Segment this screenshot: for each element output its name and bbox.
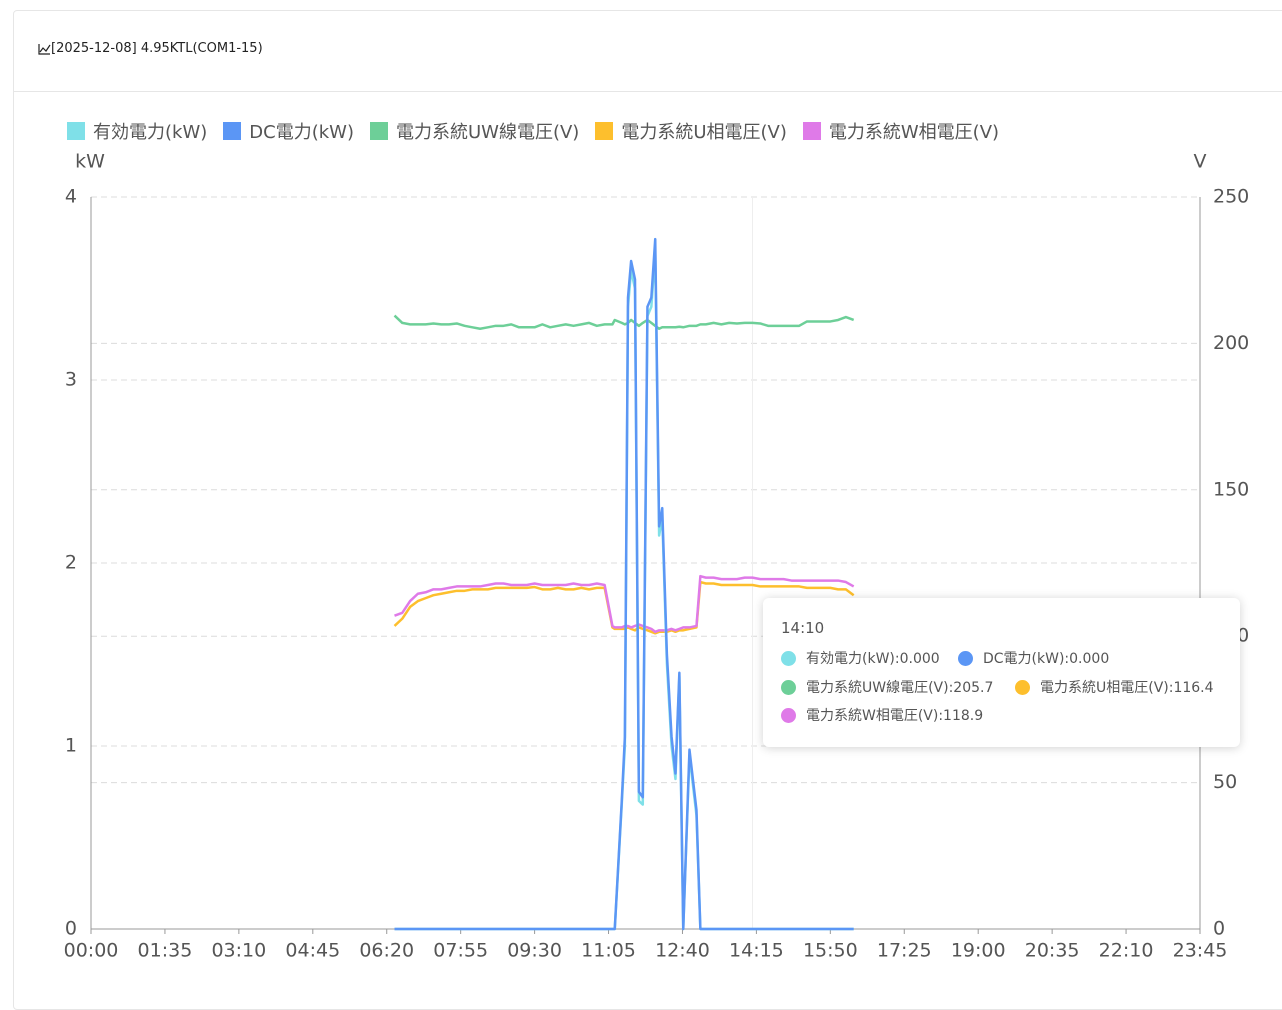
tooltip-text: 電力系統W相電圧(V):118.9 <box>806 708 984 724</box>
series-line <box>394 237 854 931</box>
y2-tick-label: 150 <box>1213 478 1249 500</box>
tooltip-item: 有効電力(kW):0.000 <box>781 648 940 668</box>
x-tick-label: 12:40 <box>655 940 710 962</box>
tooltip-dot <box>781 707 796 723</box>
x-tick-label: 04:45 <box>285 940 340 962</box>
y2-axis-label: V <box>1194 151 1207 173</box>
tooltip: 14:10 有効電力(kW):0.000 DC電力(kW):0.000 電力系統UW… <box>763 598 1240 747</box>
legend: 有効電力(kW) DC電力(kW) 電力系統UW線電圧(V) 電力系統U相電圧(V) 電… <box>67 118 999 144</box>
x-tick-label: 11:05 <box>581 940 636 962</box>
legend-label: 電力系統W相電圧(V) <box>828 122 1000 143</box>
x-tick-label: 20:35 <box>1025 940 1080 962</box>
card-header: [2025-12-08] 4.95KTL(COM1-15) <box>14 11 1282 92</box>
y2-tick-label: 250 <box>1213 186 1249 208</box>
legend-swatch <box>802 122 821 140</box>
legend-label: 電力系統UW線電圧(V) <box>395 122 580 143</box>
title: [2025-12-08] 4.95KTL(COM1-15) <box>38 41 263 56</box>
x-tick-label: 15:50 <box>803 940 858 962</box>
x-tick-label: 00:00 <box>64 940 119 962</box>
legend-label: 有効電力(kW) <box>93 122 208 143</box>
tooltip-text: 電力系統U相電圧(V):116.4 <box>1040 680 1214 696</box>
tooltip-item: 電力系統U相電圧(V):116.4 <box>1015 677 1214 697</box>
tooltip-item: DC電力(kW):0.000 <box>958 648 1109 668</box>
page: [2025-12-08] 4.95KTL(COM1-15) 有効電力(kW) DC… <box>13 10 1282 1010</box>
x-tick-label: 03:10 <box>211 940 266 962</box>
tooltip-dot <box>958 650 973 666</box>
title-text: [2025-12-08] 4.95KTL(COM1-15) <box>51 41 263 56</box>
tooltip-text: DC電力(kW):0.000 <box>983 651 1110 667</box>
y-tick-label: 0 <box>65 918 77 940</box>
legend-swatch <box>67 122 85 140</box>
series-line <box>393 314 855 331</box>
x-tick-label: 01:35 <box>138 940 193 962</box>
y-tick-label: 2 <box>65 552 77 574</box>
x-tick-label: 19:00 <box>951 940 1006 962</box>
tooltip-item: 電力系統W相電圧(V):118.9 <box>781 705 983 725</box>
x-tick-label: 22:10 <box>1099 940 1154 962</box>
x-tick-label: 06:20 <box>359 940 414 962</box>
y-tick-label: 3 <box>65 369 77 391</box>
y2-tick-label: 50 <box>1213 771 1237 793</box>
legend-item: 電力系統W相電圧(V) <box>802 118 1000 144</box>
x-tick-label: 23:45 <box>1173 940 1228 962</box>
y2-tick-label: 0 <box>1213 918 1225 940</box>
y2-tick-label: 200 <box>1213 332 1249 354</box>
x-tick-label: 09:30 <box>507 940 562 962</box>
y-tick-label: 1 <box>65 735 77 757</box>
tooltip-dot <box>781 650 796 666</box>
tooltip-text: 有効電力(kW):0.000 <box>806 651 940 667</box>
legend-item: 電力系統U相電圧(V) <box>595 118 787 144</box>
legend-item: 電力系統UW線電圧(V) <box>369 118 580 144</box>
x-tick-label: 14:15 <box>729 940 784 962</box>
tooltip-item: 電力系統UW線電圧(V):205.7 <box>781 677 993 697</box>
x-tick-label: 07:55 <box>433 940 488 962</box>
tooltip-dot <box>1015 679 1030 695</box>
legend-label: 電力系統U相電圧(V) <box>621 122 787 143</box>
tooltip-text: 電力系統UW線電圧(V):205.7 <box>806 680 994 696</box>
legend-swatch <box>369 122 388 140</box>
chart: kWV0123405010015020025000:0001:3503:1004… <box>64 151 1250 962</box>
legend-swatch <box>223 122 242 140</box>
legend-item: DC電力(kW) <box>223 118 354 144</box>
chart-icon <box>38 43 51 55</box>
x-tick-label: 17:25 <box>877 940 932 962</box>
legend-swatch <box>595 122 614 140</box>
y-axis-label: kW <box>75 151 105 173</box>
y-tick-label: 4 <box>65 186 77 208</box>
legend-item: 有効電力(kW) <box>67 118 207 144</box>
legend-label: DC電力(kW) <box>249 122 354 143</box>
tooltip-dot <box>781 679 796 695</box>
tooltip-title: 14:10 <box>781 619 825 637</box>
